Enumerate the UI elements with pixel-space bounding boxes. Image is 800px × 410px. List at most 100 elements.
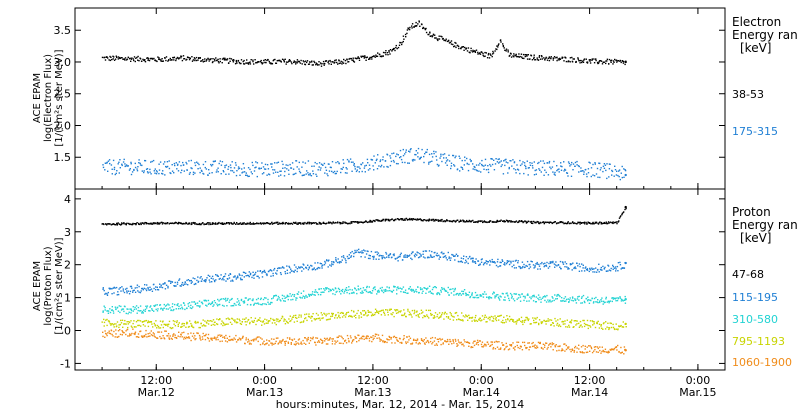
proton-point-310-580 — [201, 301, 203, 303]
proton-point-115-195 — [487, 261, 489, 263]
proton-point-795-1193 — [345, 313, 347, 315]
electron-point-38-53 — [524, 55, 526, 58]
proton-point-310-580 — [224, 297, 227, 300]
proton-point-795-1193 — [144, 320, 146, 322]
proton-point-310-580 — [597, 299, 599, 301]
proton-point-1060-1900 — [602, 349, 604, 352]
proton-point-1060-1900 — [165, 330, 167, 332]
proton-point-795-1193 — [219, 318, 221, 320]
proton-point-115-195 — [335, 257, 337, 259]
electron-point-38-53 — [610, 60, 612, 62]
proton-point-310-580 — [620, 298, 623, 300]
electron-point-38-53 — [408, 28, 410, 30]
electron-point-38-53 — [338, 60, 340, 62]
proton-point-115-195 — [295, 266, 297, 268]
proton-point-115-195 — [597, 268, 599, 271]
electron-point-38-53 — [556, 59, 558, 62]
proton-point-310-580 — [286, 294, 289, 297]
proton-point-115-195 — [409, 254, 411, 256]
proton-point-1060-1900 — [505, 346, 507, 348]
proton-point-115-195 — [292, 270, 295, 273]
proton-point-1060-1900 — [483, 345, 485, 347]
proton-point-47-68 — [230, 222, 233, 225]
electron-point-38-53 — [358, 59, 361, 61]
proton-point-310-580 — [386, 286, 388, 288]
proton-point-795-1193 — [395, 310, 397, 312]
electron-point-38-53 — [603, 61, 605, 63]
proton-point-310-580 — [271, 301, 273, 304]
proton-point-310-580 — [292, 298, 294, 301]
proton-point-310-580 — [436, 292, 438, 295]
proton-point-310-580 — [418, 291, 420, 294]
proton-point-310-580 — [304, 296, 306, 298]
electron-point-38-53 — [287, 61, 289, 63]
proton-point-1060-1900 — [115, 329, 117, 331]
proton-point-310-580 — [144, 310, 146, 312]
proton-point-115-195 — [556, 265, 558, 267]
proton-point-1060-1900 — [536, 346, 539, 349]
electron-point-38-53 — [474, 51, 477, 53]
proton-point-47-68 — [609, 221, 612, 223]
proton-point-310-580 — [212, 305, 214, 307]
proton-point-1060-1900 — [132, 328, 134, 330]
proton-point-1060-1900 — [583, 352, 585, 354]
electron-point-38-53 — [130, 58, 133, 60]
electron-point-175-315 — [606, 177, 608, 180]
proton-point-115-195 — [404, 254, 406, 256]
proton-point-47-68 — [296, 223, 298, 225]
proton-point-115-195 — [221, 278, 223, 281]
proton-point-115-195 — [164, 288, 167, 290]
proton-point-115-195 — [253, 274, 256, 276]
electron-point-175-315 — [541, 166, 544, 169]
proton-point-310-580 — [529, 296, 531, 298]
proton-point-115-195 — [544, 265, 546, 267]
electron-point-175-315 — [130, 163, 132, 165]
proton-point-795-1193 — [347, 311, 350, 313]
proton-point-47-68 — [434, 220, 436, 222]
proton-point-47-68 — [218, 221, 220, 224]
proton-point-1060-1900 — [312, 336, 314, 338]
proton-point-795-1193 — [325, 315, 327, 317]
proton-point-310-580 — [287, 298, 289, 301]
electron-point-175-315 — [425, 151, 428, 153]
proton-point-115-195 — [192, 277, 194, 279]
proton-point-795-1193 — [396, 309, 399, 311]
proton-point-115-195 — [444, 255, 447, 257]
electron-point-38-53 — [591, 59, 593, 61]
proton-point-1060-1900 — [130, 334, 132, 336]
proton-point-1060-1900 — [440, 343, 442, 346]
electron-point-38-53 — [565, 60, 568, 63]
proton-point-310-580 — [428, 291, 430, 293]
proton-point-310-580 — [204, 300, 206, 302]
proton-point-115-195 — [373, 255, 375, 258]
electron-point-175-315 — [364, 171, 366, 173]
proton-point-47-68 — [275, 222, 277, 224]
electron-point-175-315 — [155, 170, 158, 172]
proton-point-115-195 — [103, 289, 105, 292]
proton-point-795-1193 — [387, 311, 389, 313]
proton-point-795-1193 — [249, 322, 251, 325]
electron-point-175-315 — [283, 175, 286, 177]
electron-point-175-315 — [417, 156, 419, 158]
electron-point-175-315 — [484, 164, 487, 166]
electron-point-175-315 — [360, 163, 362, 165]
proton-point-1060-1900 — [454, 338, 457, 341]
proton-point-47-68 — [245, 223, 247, 225]
electron-point-175-315 — [585, 168, 587, 171]
proton-point-795-1193 — [471, 316, 474, 319]
electron-point-38-53 — [339, 62, 342, 64]
proton-point-310-580 — [308, 294, 311, 296]
proton-point-115-195 — [582, 267, 584, 269]
proton-point-47-68 — [388, 220, 391, 222]
electron-point-175-315 — [162, 163, 165, 165]
proton-point-1060-1900 — [185, 337, 187, 340]
proton-point-1060-1900 — [249, 342, 251, 344]
electron-point-38-53 — [156, 60, 158, 63]
proton-point-47-68 — [393, 219, 395, 221]
electron-point-175-315 — [354, 165, 356, 168]
proton-point-310-580 — [432, 293, 434, 295]
proton-point-310-580 — [366, 285, 368, 288]
proton-point-1060-1900 — [139, 330, 141, 333]
proton-point-47-68 — [338, 221, 341, 224]
electron-point-175-315 — [298, 170, 301, 173]
